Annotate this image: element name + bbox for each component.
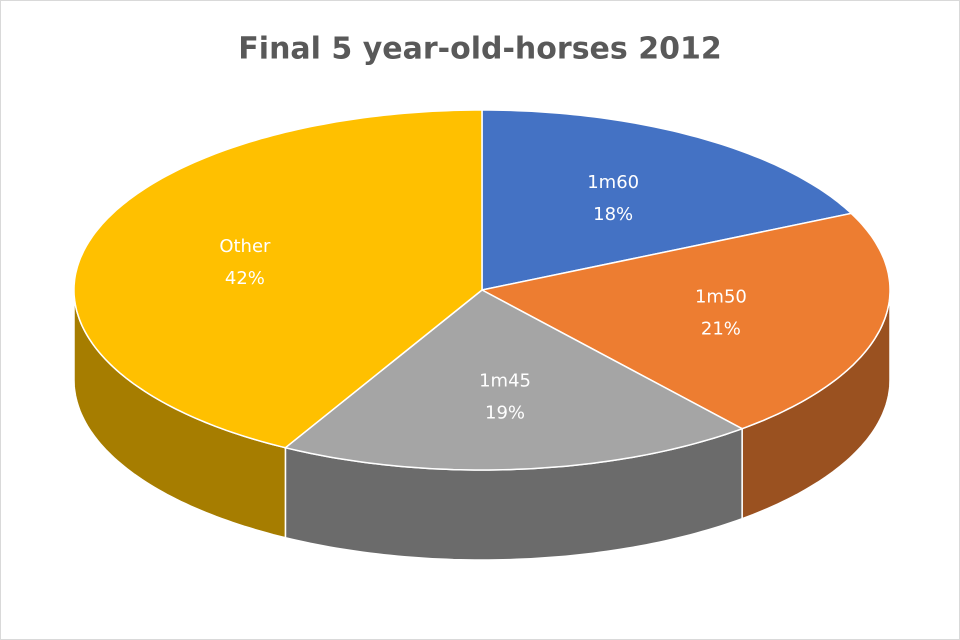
slice-value-label: 18% bbox=[593, 204, 633, 225]
pie-tops bbox=[73, 109, 891, 471]
slice-category-label: Other bbox=[219, 236, 271, 257]
slice-value-label: 42% bbox=[225, 268, 265, 289]
chart-title: Final 5 year-old-horses 2012 bbox=[238, 32, 721, 67]
slice bbox=[73, 109, 483, 449]
slice bbox=[481, 109, 853, 291]
slice-category-label: 1m45 bbox=[479, 371, 531, 392]
slice-category-label: 1m50 bbox=[695, 287, 747, 308]
slice-category-label: 1m60 bbox=[587, 172, 639, 193]
data-labels: 1m60 18% 1m50 21% 1m45 19% Other 42% bbox=[219, 172, 747, 424]
slice-value-label: 19% bbox=[485, 403, 525, 424]
slice-value-label: 21% bbox=[701, 319, 741, 340]
slice bbox=[479, 212, 891, 430]
slice bbox=[283, 289, 744, 471]
